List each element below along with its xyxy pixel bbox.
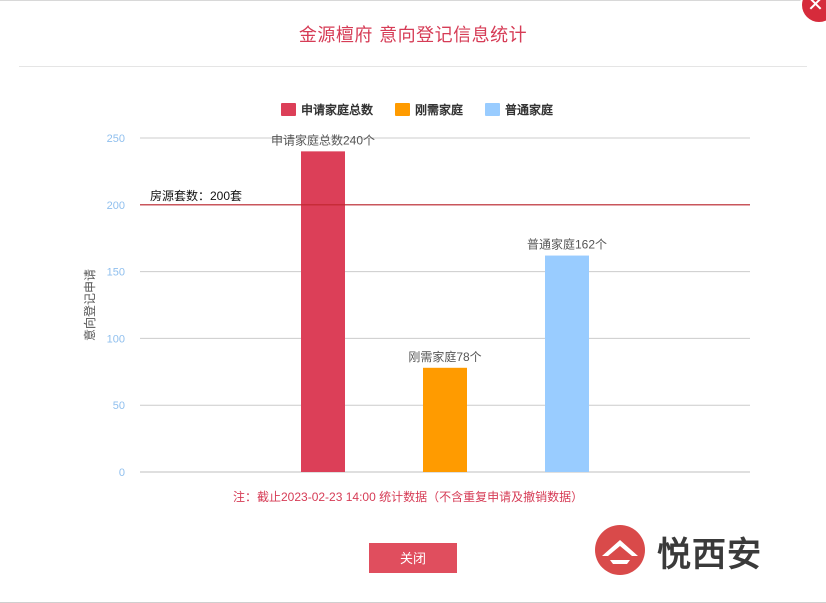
legend-swatch: [395, 103, 410, 116]
bar-data-label: 普通家庭162个: [527, 237, 607, 252]
legend-swatch: [485, 103, 500, 116]
bar-chart: 0 50 100 150 200 250 意向登记申请 申请家庭总数 刚需家庭 普通家庭申请家庭总…: [82, 102, 750, 479]
chart-bar: [545, 255, 589, 472]
legend-label: 刚需家庭: [415, 102, 463, 117]
legend-label: 普通家庭: [505, 102, 553, 117]
reference-line-label: 房源套数：200套: [150, 188, 242, 203]
bar-data-label: 刚需家庭78个: [408, 349, 481, 364]
chart-bar: [423, 367, 467, 472]
statistics-note: 注：截止2023-02-23 14:00 统计数据（不含重复申请及撤销数据）: [233, 490, 584, 504]
dialog-title: 金源檀府 意向登记信息统计: [298, 25, 528, 46]
y-tick-label: 50: [113, 400, 125, 412]
chart-bar: [301, 151, 345, 473]
y-axis-label: 意向登记申请: [82, 269, 97, 341]
y-tick-label: 200: [107, 200, 125, 212]
watermark-text: 悦西安: [657, 535, 762, 575]
y-tick-label: 150: [107, 267, 125, 279]
watermark-logo: 悦西安: [594, 523, 804, 577]
close-icon[interactable]: ✕: [802, 0, 826, 22]
y-tick-label: 0: [119, 467, 125, 479]
legend-label: 申请家庭总数: [301, 102, 374, 117]
legend-swatch: [281, 103, 296, 116]
logo-emblem-icon: [595, 525, 645, 575]
title-divider: [19, 66, 807, 67]
close-button[interactable]: 关闭: [369, 543, 457, 573]
bar-data-label: 申请家庭总数240个: [271, 132, 375, 147]
y-tick-label: 250: [107, 133, 125, 145]
y-tick-label: 100: [107, 333, 125, 345]
